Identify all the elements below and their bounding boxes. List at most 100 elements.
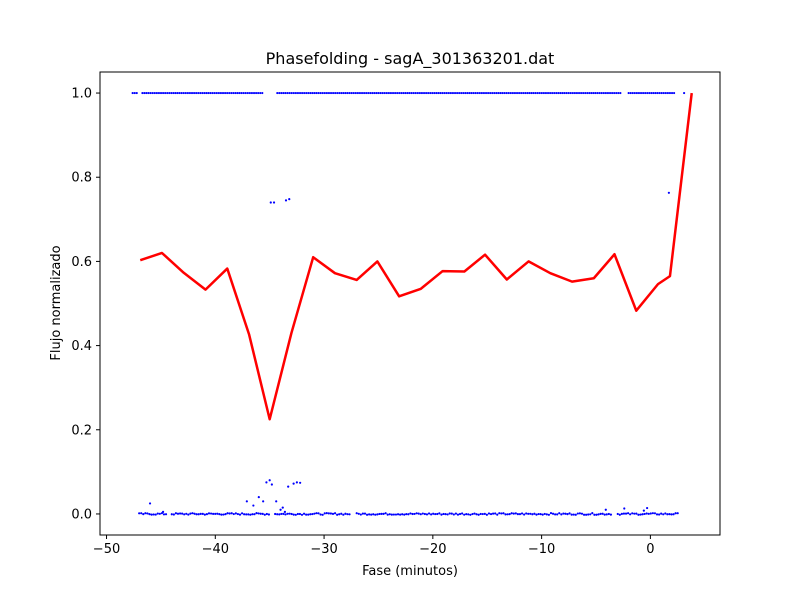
data-point: [511, 91, 514, 95]
data-point: [479, 512, 482, 516]
data-point: [421, 512, 424, 515]
data-point: [336, 513, 339, 516]
data-point: [536, 91, 539, 95]
data-point: [570, 513, 573, 516]
data-point: [506, 513, 509, 516]
data-point: [602, 91, 605, 95]
data-point: [180, 91, 183, 95]
data-point: [422, 91, 426, 95]
data-point: [275, 500, 278, 503]
data-point: [374, 513, 377, 516]
data-point: [267, 513, 271, 516]
scatter-points: [131, 91, 686, 516]
data-point: [643, 512, 646, 516]
data-point: [257, 496, 260, 499]
data-point: [571, 91, 574, 95]
data-point: [269, 201, 272, 204]
data-point: [673, 91, 676, 95]
data-point: [577, 91, 581, 95]
data-point: [327, 512, 330, 515]
chart-title: Phasefolding - sagA_301363201.dat: [266, 49, 555, 69]
x-tick-label: −30: [310, 542, 337, 557]
data-point: [623, 507, 626, 510]
data-point: [279, 508, 282, 511]
x-tick-label: −10: [528, 542, 555, 557]
data-point: [261, 91, 264, 95]
data-point: [405, 513, 408, 516]
data-point: [432, 512, 435, 515]
data-point: [286, 512, 289, 515]
data-point: [547, 513, 551, 516]
data-point: [290, 91, 293, 95]
data-point: [592, 91, 595, 95]
data-point: [437, 91, 440, 95]
data-point: [288, 198, 291, 201]
data-point: [454, 512, 457, 515]
data-point: [315, 91, 318, 95]
data-point: [376, 513, 379, 516]
data-point: [228, 512, 231, 515]
data-point: [507, 91, 510, 95]
data-point: [280, 512, 283, 516]
data-point: [387, 91, 390, 95]
data-point: [635, 91, 639, 95]
data-point: [541, 513, 544, 516]
data-point: [449, 91, 452, 95]
data-point: [170, 91, 173, 95]
data-point: [633, 91, 636, 95]
data-point: [597, 513, 600, 516]
data-point: [148, 502, 152, 505]
data-point: [469, 513, 472, 516]
data-point: [159, 91, 163, 95]
data-point: [282, 512, 285, 515]
y-tick-label: 0.6: [71, 255, 92, 270]
data-point: [617, 91, 620, 95]
data-point: [641, 513, 644, 516]
data-point: [576, 512, 579, 515]
data-point: [309, 513, 312, 516]
data-point: [238, 91, 241, 95]
data-point: [370, 513, 373, 516]
data-point: [416, 91, 419, 95]
data-point: [150, 513, 153, 516]
data-point: [261, 512, 264, 515]
data-point: [236, 512, 240, 516]
y-tick-label: 0.4: [71, 339, 92, 354]
data-point: [365, 91, 368, 95]
data-point: [220, 513, 223, 516]
data-point: [515, 91, 519, 95]
data-point: [513, 91, 517, 95]
data-point: [131, 91, 134, 95]
data-point: [307, 513, 310, 516]
data-point: [392, 513, 395, 516]
data-point: [664, 512, 667, 515]
data-point: [246, 91, 249, 95]
data-point: [174, 91, 177, 95]
data-point: [543, 512, 546, 516]
data-point: [240, 512, 244, 515]
data-point: [203, 513, 206, 516]
data-point: [529, 512, 532, 515]
data-point: [427, 91, 430, 95]
data-point: [492, 512, 495, 515]
data-point: [195, 513, 198, 516]
data-point: [259, 91, 262, 95]
data-point: [201, 91, 204, 95]
data-point: [572, 513, 575, 516]
data-point: [461, 512, 464, 515]
data-point: [135, 91, 138, 95]
data-point: [491, 91, 494, 95]
data-point: [280, 91, 283, 95]
data-point: [483, 512, 486, 515]
data-point: [651, 512, 654, 515]
data-point: [481, 512, 484, 516]
data-point: [187, 513, 190, 516]
data-point: [586, 91, 589, 95]
data-point: [558, 512, 561, 515]
data-point: [585, 513, 588, 516]
data-point: [284, 91, 287, 95]
data-point: [431, 91, 434, 95]
data-point: [201, 512, 204, 515]
data-point: [420, 91, 424, 95]
data-point: [301, 91, 304, 95]
